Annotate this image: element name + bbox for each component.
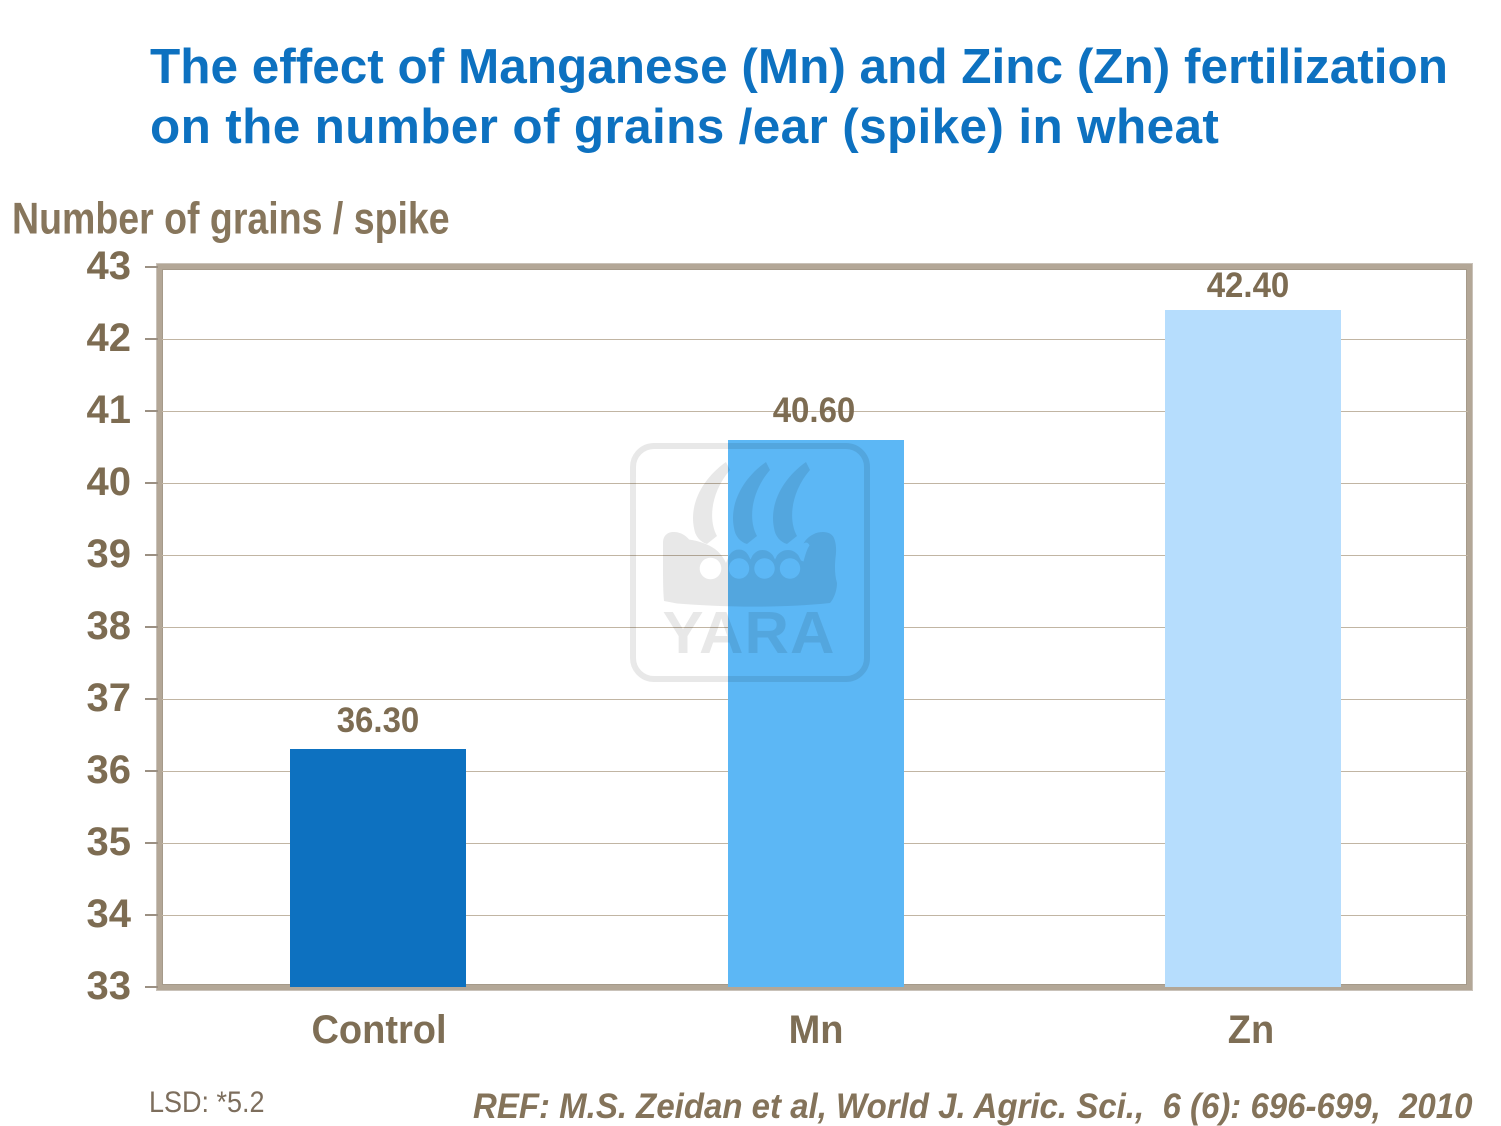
svg-text:YARA: YARA	[663, 600, 836, 666]
